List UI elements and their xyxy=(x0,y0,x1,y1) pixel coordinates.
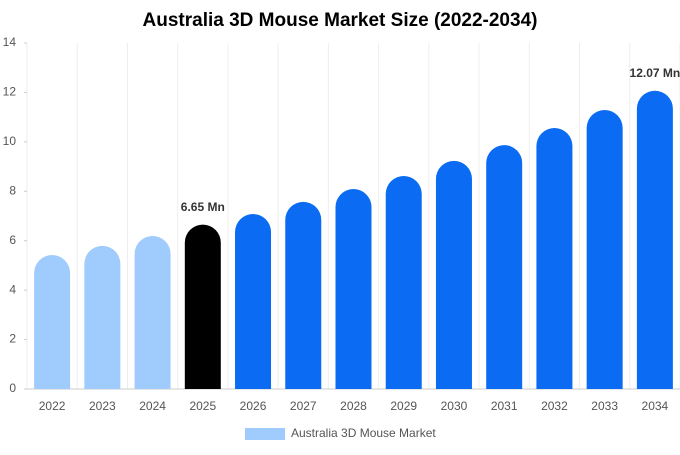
y-tick-label: 4 xyxy=(9,282,16,296)
bar xyxy=(84,245,121,389)
y-tick-label: 6 xyxy=(9,233,16,247)
bar xyxy=(586,109,623,390)
x-tick-label: 2030 xyxy=(441,399,468,413)
x-tick-label: 2031 xyxy=(491,399,518,413)
bar xyxy=(636,90,673,389)
value-label: 6.65 Mn xyxy=(181,200,225,214)
y-tick-label: 14 xyxy=(3,35,17,49)
bar xyxy=(335,189,372,389)
bar xyxy=(285,201,322,389)
x-tick-label: 2029 xyxy=(390,399,417,413)
bar xyxy=(486,145,523,389)
legend-swatch xyxy=(245,428,285,440)
bar xyxy=(134,236,171,389)
bar xyxy=(184,224,221,389)
x-tick-label: 2023 xyxy=(89,399,116,413)
x-tick-label: 2026 xyxy=(240,399,267,413)
x-tick-label: 2032 xyxy=(541,399,568,413)
y-tick-label: 2 xyxy=(9,332,16,346)
x-tick-label: 2025 xyxy=(189,399,216,413)
x-tick-label: 2033 xyxy=(591,399,618,413)
bar xyxy=(435,160,472,389)
x-tick-label: 2022 xyxy=(39,399,66,413)
value-label: 12.07 Mn xyxy=(630,66,680,80)
x-tick-label: 2028 xyxy=(340,399,367,413)
y-tick-label: 12 xyxy=(3,85,17,99)
chart-title: Australia 3D Mouse Market Size (2022-203… xyxy=(143,10,538,31)
y-tick-label: 0 xyxy=(9,381,16,395)
legend-label: Australia 3D Mouse Market xyxy=(291,426,436,440)
bar xyxy=(235,214,272,389)
bar xyxy=(385,175,422,389)
x-tick-label: 2034 xyxy=(642,399,669,413)
y-tick-label: 10 xyxy=(3,134,17,148)
y-tick-label: 8 xyxy=(9,183,16,197)
bar xyxy=(536,128,573,389)
x-tick-label: 2027 xyxy=(290,399,317,413)
x-tick-label: 2024 xyxy=(139,399,166,413)
bar xyxy=(34,255,71,389)
